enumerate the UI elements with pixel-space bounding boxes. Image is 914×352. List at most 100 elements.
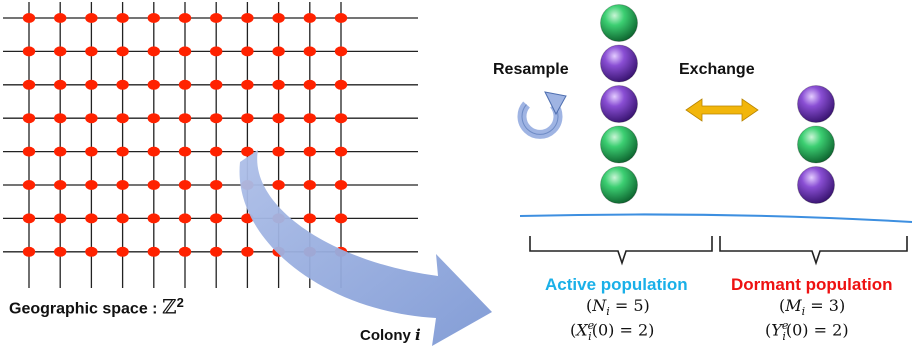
lattice-site xyxy=(178,146,192,157)
lattice-site xyxy=(210,79,223,90)
lattice-site xyxy=(210,146,223,157)
lattice-site xyxy=(116,13,129,23)
lattice-site xyxy=(272,146,285,157)
lattice-site xyxy=(334,46,348,57)
green-individual-ball xyxy=(600,4,638,42)
lattice-site xyxy=(178,180,192,190)
lattice-site xyxy=(85,146,98,157)
dormant-population-balls xyxy=(797,85,835,204)
lattice-site xyxy=(85,46,98,57)
dormant-brace xyxy=(719,236,908,266)
lattice-site xyxy=(22,46,36,57)
lattice-site xyxy=(116,180,129,190)
dormant-size-formula: (Mi = 3) xyxy=(779,296,846,319)
dormant-count-var: Y xyxy=(771,320,782,340)
lattice-site xyxy=(22,146,36,157)
lattice-site xyxy=(272,13,285,23)
resample-icon xyxy=(517,91,567,139)
lattice-dimension: 2 xyxy=(176,295,184,310)
active-count-var: X xyxy=(576,320,588,340)
lattice-site xyxy=(210,213,223,224)
lattice-site xyxy=(303,79,316,90)
lattice-site xyxy=(272,79,285,90)
colony-index: i xyxy=(415,326,421,344)
lattice-site xyxy=(54,146,67,157)
lattice-site xyxy=(334,79,348,90)
active-count-sub: i xyxy=(588,329,592,343)
lattice-site xyxy=(241,113,254,124)
active-size-formula: (Ni = 5) xyxy=(586,296,650,319)
lattice-site xyxy=(54,246,67,257)
colony-label: Colony i xyxy=(360,326,421,344)
lattice-site xyxy=(116,113,129,124)
dormant-count-time: 0 xyxy=(792,320,803,340)
lattice-site xyxy=(178,79,192,90)
lattice-site xyxy=(147,213,160,224)
exchange-label: Exchange xyxy=(679,61,755,78)
dormant-count-formula: (Yei(0) = 2) xyxy=(765,319,849,343)
geographic-space-label: Geographic space : ℤ2 xyxy=(9,296,184,317)
active-count-value: 2 xyxy=(637,320,649,340)
lattice-site xyxy=(54,113,67,124)
lattice-site xyxy=(210,180,223,190)
lattice-site xyxy=(241,46,254,57)
lattice-site xyxy=(334,146,348,157)
lattice-site xyxy=(334,213,348,224)
ground-line xyxy=(519,213,913,223)
lattice-site xyxy=(147,79,160,90)
lattice-site xyxy=(116,246,129,257)
lattice-site xyxy=(22,246,36,257)
active-count-sup: e xyxy=(587,319,595,332)
dormant-count-sub: i xyxy=(782,329,786,343)
lattice-site xyxy=(334,113,348,124)
lattice-site xyxy=(241,246,254,257)
lattice-site xyxy=(303,146,316,157)
lattice-site xyxy=(210,46,223,57)
dormant-population-label: Dormant population xyxy=(731,275,893,294)
lattice-site xyxy=(54,213,67,224)
lattice-site xyxy=(303,13,316,23)
lattice-site xyxy=(303,113,316,124)
dormant-size-var: M xyxy=(785,296,802,315)
lattice-site xyxy=(85,79,98,90)
lattice-site xyxy=(178,246,192,257)
purple-individual-ball xyxy=(600,85,638,123)
lattice-site xyxy=(210,13,223,23)
green-individual-ball xyxy=(797,125,835,164)
grid-lines xyxy=(3,2,418,288)
lattice-site xyxy=(272,46,285,57)
lattice-site xyxy=(85,13,98,23)
lattice-site xyxy=(303,180,316,190)
green-individual-ball xyxy=(600,166,638,204)
lattice-site xyxy=(85,213,98,224)
lattice-site xyxy=(54,79,67,90)
lattice-site xyxy=(147,13,160,23)
lattice-site xyxy=(178,13,192,23)
lattice-site xyxy=(54,180,67,190)
geographic-space-text: Geographic space : xyxy=(9,300,158,318)
dormant-size-value: 3 xyxy=(828,296,839,315)
lattice-site xyxy=(85,246,98,257)
active-population-balls xyxy=(600,4,638,204)
lattice-site xyxy=(147,180,160,190)
active-count-formula: (Xei(0) = 2) xyxy=(570,319,655,343)
lattice-site xyxy=(272,113,285,124)
integer-lattice-symbol: ℤ xyxy=(161,294,177,319)
zoom-arrow xyxy=(239,150,492,346)
lattice-site xyxy=(241,146,254,157)
exchange-arrow xyxy=(685,98,759,122)
lattice-site xyxy=(303,213,316,224)
dormant-count-value: 2 xyxy=(832,320,843,340)
lattice-site xyxy=(272,180,285,190)
green-individual-ball xyxy=(600,125,638,164)
lattice-site xyxy=(116,146,129,157)
lattice-site xyxy=(210,246,223,257)
lattice-site xyxy=(22,180,36,190)
lattice-site xyxy=(178,46,192,57)
lattice-site xyxy=(22,13,36,23)
lattice-site xyxy=(147,146,160,157)
lattice-site xyxy=(334,180,348,190)
active-population-label: Active population xyxy=(545,275,688,294)
